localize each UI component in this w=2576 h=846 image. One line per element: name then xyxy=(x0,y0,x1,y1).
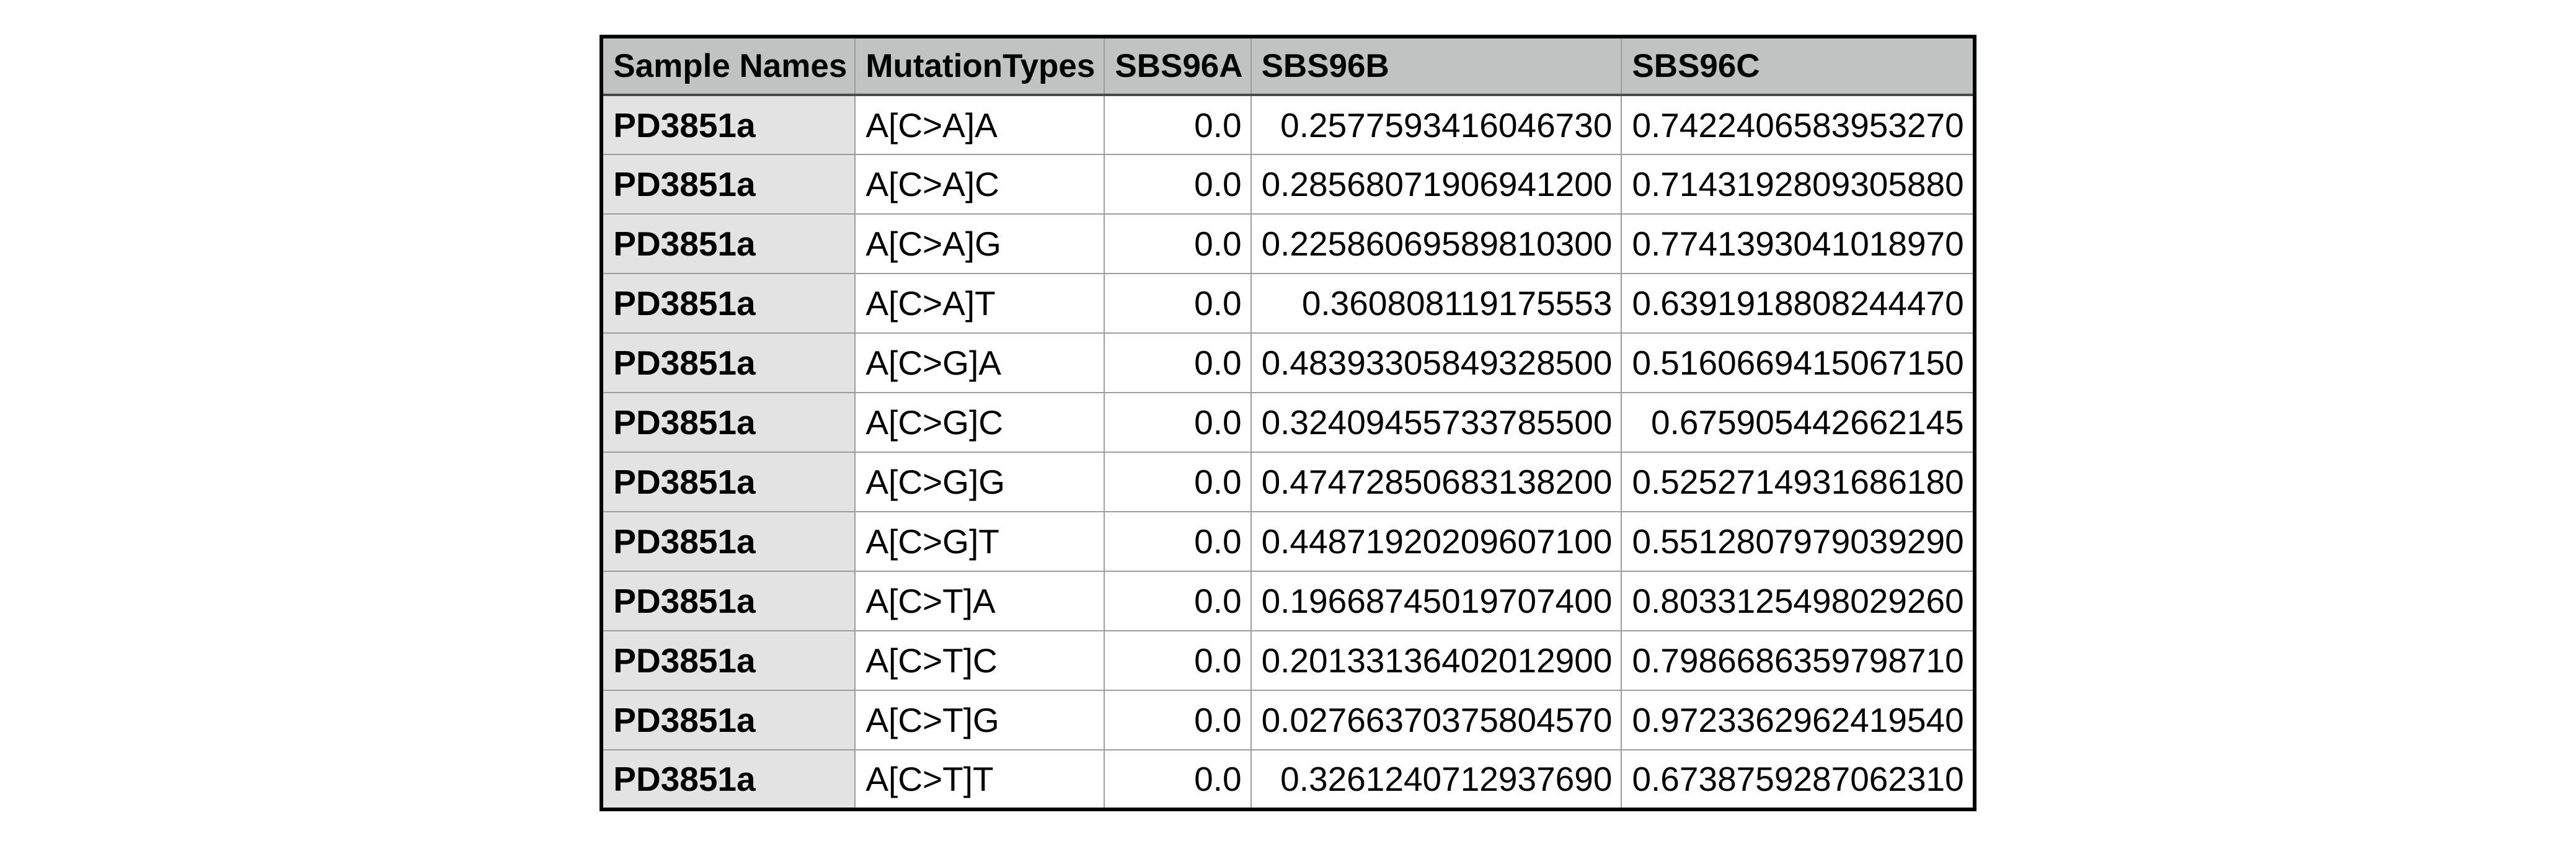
sbs96c-cell: 0.8033125498029260 xyxy=(1621,571,1975,631)
table-row: PD3851a A[C>T]A 0.0 0.19668745019707400 0.80… xyxy=(601,571,1975,631)
mutation-type-cell: A[C>A]G xyxy=(854,213,1105,274)
sbs96c-cell: 0.675905442662145 xyxy=(1621,392,1975,453)
sbs96b-cell: 0.2577593416046730 xyxy=(1250,94,1622,155)
table-row: PD3851a A[C>T]G 0.0 0.02766370375804570 0.97… xyxy=(601,690,1975,750)
header-row: Sample Names MutationTypes SBS96A SBS96B… xyxy=(601,36,1975,96)
column-header-mutation-types: MutationTypes xyxy=(854,36,1105,96)
sbs96a-cell: 0.0 xyxy=(1104,332,1252,393)
sbs96c-cell: 0.5252714931686180 xyxy=(1621,452,1975,512)
mutation-type-cell: A[C>A]A xyxy=(854,94,1105,155)
sbs96c-cell: 0.7143192809305880 xyxy=(1621,154,1975,215)
sbs96a-cell: 0.0 xyxy=(1104,749,1252,810)
mutation-type-cell: A[C>T]G xyxy=(854,690,1105,750)
sbs96b-cell: 0.28568071906941200 xyxy=(1250,154,1622,215)
sbs96a-cell: 0.0 xyxy=(1104,94,1252,155)
sample-name-cell: PD3851a xyxy=(601,154,856,215)
sbs96c-cell: 0.9723362962419540 xyxy=(1621,690,1975,750)
sbs96b-cell: 0.02766370375804570 xyxy=(1250,690,1622,750)
sample-name-cell: PD3851a xyxy=(601,511,856,572)
sample-name-cell: PD3851a xyxy=(601,749,856,810)
sbs96c-cell: 0.5160669415067150 xyxy=(1621,332,1975,393)
sbs96b-cell: 0.32409455733785500 xyxy=(1250,392,1622,453)
mutation-type-cell: A[C>A]T xyxy=(854,273,1105,334)
mutation-type-cell: A[C>G]A xyxy=(854,332,1105,393)
mutation-type-cell: A[C>G]G xyxy=(854,452,1105,512)
sbs96a-cell: 0.0 xyxy=(1104,392,1252,453)
sbs96b-cell: 0.48393305849328500 xyxy=(1250,332,1622,393)
sample-name-cell: PD3851a xyxy=(601,630,856,691)
column-header-sbs96a: SBS96A xyxy=(1104,36,1252,96)
column-header-sample-names: Sample Names xyxy=(601,36,856,96)
table-row: PD3851a A[C>A]A 0.0 0.2577593416046730 0.742… xyxy=(601,94,1975,155)
sbs96a-cell: 0.0 xyxy=(1104,154,1252,215)
sbs96b-cell: 0.3261240712937690 xyxy=(1250,749,1622,810)
table-row: PD3851a A[C>G]A 0.0 0.48393305849328500 0.51… xyxy=(601,332,1975,393)
table-body: PD3851a A[C>A]A 0.0 0.2577593416046730 0.742… xyxy=(601,94,1975,810)
table-row: PD3851a A[C>T]T 0.0 0.3261240712937690 0.673… xyxy=(601,749,1975,810)
sbs96b-cell: 0.47472850683138200 xyxy=(1250,452,1622,512)
mutation-type-cell: A[C>T]C xyxy=(854,630,1105,691)
sbs96b-cell: 0.19668745019707400 xyxy=(1250,571,1622,631)
sbs96a-cell: 0.0 xyxy=(1104,511,1252,572)
sample-name-cell: PD3851a xyxy=(601,273,856,334)
mutation-type-cell: A[C>G]C xyxy=(854,392,1105,453)
table-row: PD3851a A[C>T]C 0.0 0.20133136402012900 0.79… xyxy=(601,630,1975,691)
table-row: PD3851a A[C>A]G 0.0 0.22586069589810300 0.77… xyxy=(601,213,1975,274)
sbs96b-cell: 0.20133136402012900 xyxy=(1250,630,1622,691)
column-header-sbs96c: SBS96C xyxy=(1621,36,1975,96)
table-row: PD3851a A[C>A]C 0.0 0.28568071906941200 0.71… xyxy=(601,154,1975,215)
sbs96a-cell: 0.0 xyxy=(1104,571,1252,631)
sample-name-cell: PD3851a xyxy=(601,213,856,274)
sbs96b-cell: 0.44871920209607100 xyxy=(1250,511,1622,572)
sbs96a-cell: 0.0 xyxy=(1104,213,1252,274)
sbs96b-cell: 0.22586069589810300 xyxy=(1250,213,1622,274)
sbs96c-cell: 0.7986686359798710 xyxy=(1621,630,1975,691)
sbs96c-cell: 0.7741393041018970 xyxy=(1621,213,1975,274)
column-header-sbs96b: SBS96B xyxy=(1250,36,1622,96)
sbs96a-cell: 0.0 xyxy=(1104,452,1252,512)
table-row: PD3851a A[C>G]T 0.0 0.44871920209607100 0.55… xyxy=(601,511,1975,572)
sample-name-cell: PD3851a xyxy=(601,571,856,631)
table-row: PD3851a A[C>G]G 0.0 0.47472850683138200 0.52… xyxy=(601,452,1975,512)
sbs96c-cell: 0.7422406583953270 xyxy=(1621,94,1975,155)
sbs96b-cell: 0.360808119175553 xyxy=(1250,273,1622,334)
sample-name-cell: PD3851a xyxy=(601,332,856,393)
sbs96a-cell: 0.0 xyxy=(1104,690,1252,750)
mutation-type-cell: A[C>A]C xyxy=(854,154,1105,215)
sample-name-cell: PD3851a xyxy=(601,452,856,512)
sbs96a-cell: 0.0 xyxy=(1104,630,1252,691)
mutation-type-cell: A[C>T]T xyxy=(854,749,1105,810)
table-row: PD3851a A[C>G]C 0.0 0.32409455733785500 0.67… xyxy=(601,392,1975,453)
sample-name-cell: PD3851a xyxy=(601,690,856,750)
sample-name-cell: PD3851a xyxy=(601,392,856,453)
sbs96a-cell: 0.0 xyxy=(1104,273,1252,334)
table-row: PD3851a A[C>A]T 0.0 0.360808119175553 0.6391… xyxy=(601,273,1975,334)
sbs96c-cell: 0.5512807979039290 xyxy=(1621,511,1975,572)
mutation-type-cell: A[C>G]T xyxy=(854,511,1105,572)
sbs96c-cell: 0.6391918808244470 xyxy=(1621,273,1975,334)
mutation-probabilities-table: Sample Names MutationTypes SBS96A SBS96B… xyxy=(600,35,1976,811)
sbs96c-cell: 0.6738759287062310 xyxy=(1621,749,1975,810)
mutation-type-cell: A[C>T]A xyxy=(854,571,1105,631)
sample-name-cell: PD3851a xyxy=(601,94,856,155)
